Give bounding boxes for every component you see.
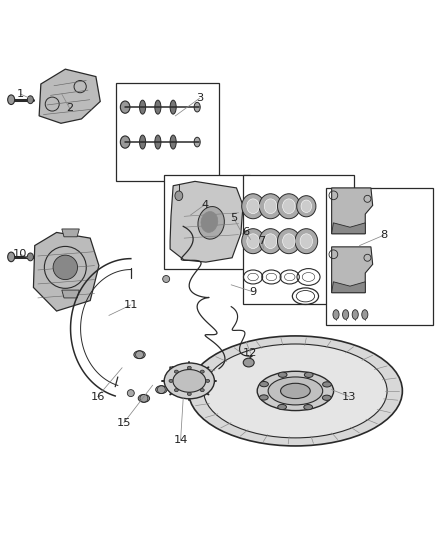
Ellipse shape <box>247 199 259 214</box>
Text: 6: 6 <box>243 228 250 237</box>
Ellipse shape <box>188 336 403 446</box>
Ellipse shape <box>140 135 146 149</box>
Text: 12: 12 <box>243 348 258 358</box>
Ellipse shape <box>200 389 204 392</box>
Polygon shape <box>170 181 243 262</box>
Ellipse shape <box>243 358 254 367</box>
Text: 4: 4 <box>201 199 208 209</box>
Text: 1: 1 <box>17 89 24 99</box>
Ellipse shape <box>304 372 313 377</box>
Ellipse shape <box>283 199 295 214</box>
Ellipse shape <box>170 100 176 114</box>
Ellipse shape <box>134 351 145 359</box>
Ellipse shape <box>278 372 287 377</box>
Ellipse shape <box>304 405 313 410</box>
Text: 10: 10 <box>13 249 28 259</box>
Ellipse shape <box>343 310 349 319</box>
Polygon shape <box>332 247 373 293</box>
Text: 8: 8 <box>381 230 388 240</box>
Ellipse shape <box>175 191 183 200</box>
Ellipse shape <box>283 234 295 248</box>
Ellipse shape <box>322 395 331 400</box>
Text: 15: 15 <box>117 418 131 428</box>
Ellipse shape <box>257 372 334 410</box>
Ellipse shape <box>264 199 277 214</box>
Ellipse shape <box>278 405 286 410</box>
Polygon shape <box>62 229 79 237</box>
Ellipse shape <box>27 253 33 261</box>
Ellipse shape <box>169 379 173 382</box>
Ellipse shape <box>206 379 210 382</box>
Text: 3: 3 <box>196 93 203 103</box>
Ellipse shape <box>242 229 265 254</box>
Circle shape <box>53 255 78 280</box>
Ellipse shape <box>278 194 300 219</box>
Ellipse shape <box>278 229 300 254</box>
Ellipse shape <box>301 200 311 213</box>
Text: 9: 9 <box>249 287 257 297</box>
Bar <box>117 83 219 181</box>
Ellipse shape <box>174 370 178 373</box>
Ellipse shape <box>8 252 14 262</box>
Polygon shape <box>39 69 100 123</box>
Circle shape <box>127 390 134 397</box>
Ellipse shape <box>259 229 282 254</box>
Text: 14: 14 <box>173 435 188 445</box>
Ellipse shape <box>173 369 206 392</box>
Ellipse shape <box>187 392 191 395</box>
Ellipse shape <box>194 102 200 112</box>
Ellipse shape <box>260 382 268 387</box>
Ellipse shape <box>27 96 33 103</box>
Ellipse shape <box>300 234 313 248</box>
Polygon shape <box>332 188 373 234</box>
Ellipse shape <box>140 100 146 114</box>
Ellipse shape <box>170 135 176 149</box>
Circle shape <box>162 276 170 282</box>
Ellipse shape <box>242 194 265 219</box>
Ellipse shape <box>297 196 316 217</box>
Ellipse shape <box>268 377 323 405</box>
Polygon shape <box>332 223 365 234</box>
Ellipse shape <box>187 366 191 369</box>
Ellipse shape <box>259 395 268 400</box>
Ellipse shape <box>295 229 318 254</box>
Ellipse shape <box>333 310 339 319</box>
Ellipse shape <box>155 386 167 393</box>
Polygon shape <box>332 282 365 293</box>
Ellipse shape <box>247 234 259 248</box>
Ellipse shape <box>120 101 130 113</box>
Ellipse shape <box>281 383 310 399</box>
Ellipse shape <box>200 370 204 373</box>
Bar <box>326 188 433 326</box>
Ellipse shape <box>259 194 282 219</box>
Ellipse shape <box>323 382 332 387</box>
Text: 13: 13 <box>342 392 357 401</box>
Bar <box>164 175 250 269</box>
Ellipse shape <box>174 389 178 392</box>
Ellipse shape <box>201 212 218 232</box>
Ellipse shape <box>120 136 130 148</box>
Bar <box>243 175 354 304</box>
Text: 16: 16 <box>90 392 105 401</box>
Ellipse shape <box>155 100 161 114</box>
Ellipse shape <box>352 310 358 319</box>
Text: 5: 5 <box>230 213 237 223</box>
Ellipse shape <box>8 95 14 104</box>
Text: 11: 11 <box>124 300 138 310</box>
Polygon shape <box>62 290 79 298</box>
Ellipse shape <box>194 138 200 147</box>
Text: 7: 7 <box>258 236 265 246</box>
Ellipse shape <box>362 310 368 319</box>
Text: 2: 2 <box>66 103 73 114</box>
Circle shape <box>170 367 177 374</box>
Ellipse shape <box>198 207 224 239</box>
Polygon shape <box>33 232 99 311</box>
Ellipse shape <box>138 394 150 402</box>
Ellipse shape <box>204 344 387 438</box>
Ellipse shape <box>155 135 161 149</box>
Ellipse shape <box>164 363 215 399</box>
Ellipse shape <box>264 234 277 248</box>
